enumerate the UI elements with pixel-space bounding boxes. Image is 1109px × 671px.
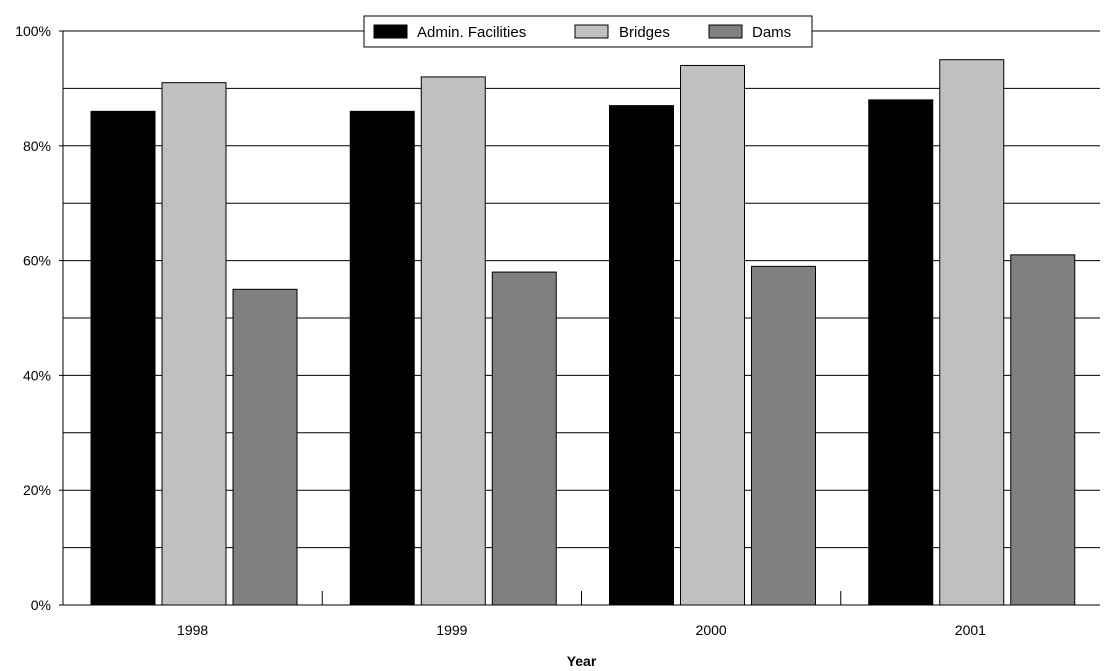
bar-admin-facilities-1998 [91, 111, 155, 605]
legend-label: Dams [752, 24, 791, 41]
x-tick-label: 1998 [177, 622, 208, 638]
legend-label: Admin. Facilities [417, 24, 526, 41]
y-tick-label: 0% [31, 597, 51, 613]
bars [91, 60, 1075, 605]
y-tick-label: 20% [23, 482, 51, 498]
y-tick-label: 100% [15, 23, 51, 39]
x-tick-labels: 1998 1999 2000 2001 [177, 622, 986, 638]
legend-swatch [709, 25, 742, 38]
bar-admin-facilities-1999 [350, 111, 414, 605]
legend-swatch [374, 25, 407, 38]
bar-bridges-1999 [421, 77, 485, 605]
bar-dams-2001 [1011, 255, 1075, 605]
bar-dams-1998 [233, 289, 297, 605]
y-tick-labels: 0% 20% 40% 60% 80% 100% [15, 23, 51, 613]
legend-swatch [575, 25, 608, 38]
y-tick-label: 80% [23, 138, 51, 154]
x-tick-label: 2000 [696, 622, 727, 638]
y-tick-label: 60% [23, 253, 51, 269]
bar-dams-2000 [752, 266, 816, 605]
legend-label: Bridges [619, 24, 670, 41]
bar-bridges-1998 [162, 83, 226, 605]
bar-admin-facilities-2001 [869, 100, 933, 605]
x-axis-title: Year [567, 653, 597, 669]
x-tick-label: 2001 [955, 622, 986, 638]
bar-dams-1999 [492, 272, 556, 605]
y-tick-label: 40% [23, 367, 51, 383]
x-tick-label: 1999 [436, 622, 467, 638]
bar-bridges-2000 [681, 65, 745, 605]
bar-bridges-2001 [940, 60, 1004, 605]
bar-admin-facilities-2000 [610, 106, 674, 605]
legend: Admin. Facilities Bridges Dams [364, 16, 812, 47]
